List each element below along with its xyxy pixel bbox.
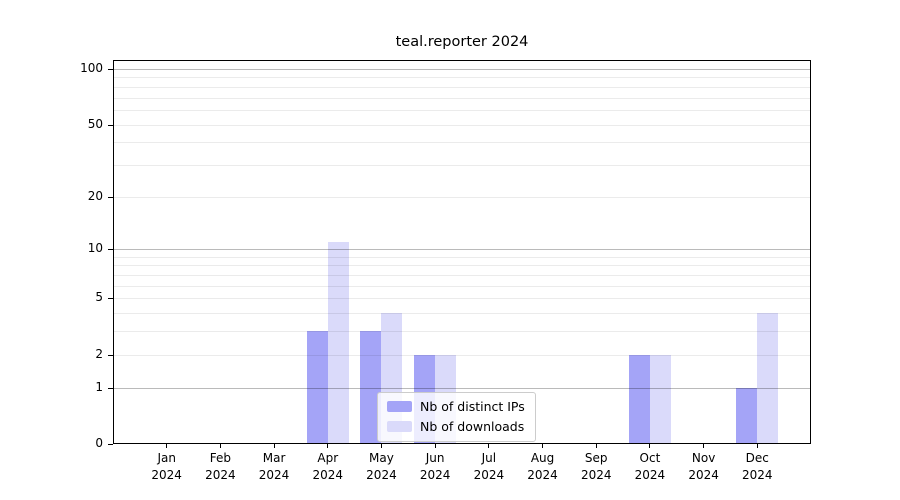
gridline-minor	[114, 285, 810, 287]
x-tick-label-year: 2024	[580, 468, 612, 482]
x-tick-label-year: 2024	[312, 468, 344, 482]
x-tick-label-year: 2024	[527, 468, 558, 482]
x-axis-tick	[488, 444, 490, 448]
x-tick-label-month: Jan	[157, 451, 176, 465]
bar-downloads-dec	[757, 313, 779, 444]
x-tick-label-month: May	[369, 451, 394, 465]
x-tick-label-month: Jun	[425, 451, 445, 465]
x-axis-tick	[595, 444, 597, 448]
bar-distinct-ips-oct	[628, 354, 650, 444]
x-axis-tick	[219, 444, 221, 448]
y-axis-tick	[108, 196, 113, 198]
plot-area	[113, 60, 811, 444]
bar-distinct-ips-may	[360, 331, 382, 444]
legend-label-downloads: Nb of downloads	[420, 419, 525, 434]
gridline-minor	[114, 109, 810, 111]
y-axis-tick	[108, 249, 113, 251]
legend-swatch-distinct-ips	[387, 401, 412, 412]
gridline-minor	[114, 164, 810, 166]
x-axis-tick	[434, 444, 436, 448]
chart-title: teal.reporter 2024	[395, 34, 529, 50]
x-tick-label-month: Aug	[530, 451, 555, 465]
gridline-minor	[114, 86, 810, 88]
legend-entry-downloads: Nb of downloads	[387, 419, 525, 434]
x-axis-tick	[542, 444, 544, 448]
x-tick-label-month: Dec	[745, 451, 769, 465]
gridline-minor	[114, 97, 810, 99]
gridline-major	[114, 69, 810, 70]
y-axis-tick	[108, 387, 113, 389]
legend-swatch-downloads	[387, 421, 412, 432]
gridline-minor	[114, 331, 810, 333]
gridline-minor	[114, 298, 810, 300]
x-tick-label-month: Apr	[317, 451, 339, 465]
y-axis-tick	[108, 69, 113, 70]
gridline-minor	[114, 124, 810, 126]
x-tick-label-year: 2024	[205, 468, 236, 482]
x-tick-label-year: 2024	[742, 468, 773, 482]
x-tick-label-year: 2024	[634, 468, 666, 482]
x-tick-label-year: 2024	[151, 468, 182, 482]
bar-distinct-ips-dec	[736, 387, 758, 444]
x-tick-label-month: Oct	[639, 451, 661, 465]
x-tick-label-month: Nov	[691, 451, 716, 465]
gridline-minor	[114, 256, 810, 258]
y-axis-tick	[108, 124, 113, 126]
y-axis-tick	[108, 298, 113, 300]
x-tick-label-year: 2024	[688, 468, 719, 482]
x-tick-label-year: 2024	[473, 468, 505, 482]
legend-entry-distinct-ips: Nb of distinct IPs	[387, 399, 525, 414]
y-tick-label: 50	[87, 116, 103, 131]
x-tick-label-year: 2024	[366, 468, 397, 482]
x-axis-tick	[327, 444, 329, 448]
x-axis-tick	[756, 444, 758, 448]
gridline-minor	[114, 313, 810, 315]
y-tick-label: 1	[95, 379, 103, 394]
legend: Nb of distinct IPs Nb of downloads	[377, 392, 536, 442]
x-axis-tick	[380, 444, 382, 448]
gridline-major	[114, 387, 810, 389]
gridline-minor	[114, 77, 810, 79]
x-tick-label-month: Jul	[481, 451, 497, 465]
gridline-minor	[114, 196, 810, 198]
x-tick-label-year: 2024	[419, 468, 451, 482]
y-tick-label: 5	[95, 290, 103, 305]
x-axis-tick	[649, 444, 651, 448]
x-tick-label-month: Sep	[584, 451, 608, 465]
y-axis-tick	[108, 354, 113, 356]
x-tick-label-month: Feb	[209, 451, 231, 465]
y-tick-label: 10	[87, 241, 103, 256]
x-tick-label-month: Mar	[262, 451, 286, 465]
y-tick-label: 0	[95, 436, 103, 450]
x-axis-tick	[166, 444, 168, 448]
gridline-minor	[114, 275, 810, 277]
gridline-minor	[114, 354, 810, 356]
y-tick-label: 20	[87, 188, 103, 203]
gridline-minor	[114, 142, 810, 144]
x-axis-tick	[273, 444, 275, 448]
y-axis-tick	[108, 444, 113, 445]
bar-downloads-apr	[327, 242, 349, 444]
y-tick-label: 2	[95, 346, 103, 361]
bar-distinct-ips-apr	[306, 331, 328, 444]
x-tick-label-year: 2024	[258, 468, 290, 482]
x-axis-tick	[703, 444, 705, 448]
gridline-minor	[114, 265, 810, 267]
legend-label-distinct-ips: Nb of distinct IPs	[420, 399, 525, 414]
y-tick-label: 100	[80, 61, 103, 75]
bar-downloads-oct	[649, 354, 671, 444]
gridline-major	[114, 249, 810, 251]
